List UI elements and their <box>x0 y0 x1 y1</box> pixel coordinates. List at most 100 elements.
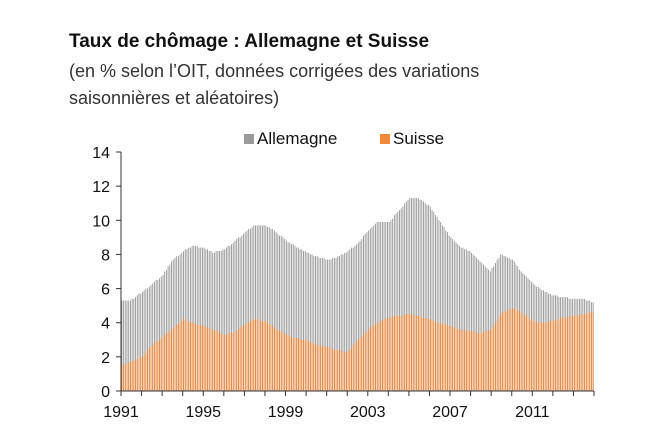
bar-suisse <box>482 331 484 391</box>
bar-allemagne <box>270 228 272 391</box>
bar-suisse <box>349 350 351 391</box>
bar-suisse <box>378 322 380 391</box>
bar-suisse <box>260 321 262 391</box>
bar-allemagne <box>325 259 327 391</box>
bar-allemagne <box>467 251 469 391</box>
bar-suisse <box>532 321 534 391</box>
bar-suisse <box>460 329 462 391</box>
bar-suisse <box>546 322 548 391</box>
bar-allemagne <box>232 242 234 391</box>
bar-allemagne <box>402 206 404 391</box>
bar-allemagne <box>280 235 282 391</box>
bar-allemagne <box>217 251 219 391</box>
bar-allemagne <box>282 237 284 391</box>
bar-allemagne <box>381 221 383 391</box>
y-tick-label: 8 <box>101 247 110 264</box>
bar-suisse <box>431 319 433 391</box>
bar-suisse <box>136 358 138 391</box>
bar-suisse <box>284 332 286 391</box>
bar-allemagne <box>129 300 131 391</box>
bar-allemagne <box>337 256 339 391</box>
bar-suisse <box>162 336 164 391</box>
bar-suisse <box>517 310 519 391</box>
bar-allemagne <box>409 198 411 391</box>
bar-allemagne <box>215 251 217 391</box>
bar-allemagne <box>174 257 176 391</box>
bar-allemagne <box>371 227 373 391</box>
bar-allemagne <box>255 225 256 391</box>
bar-suisse <box>448 326 450 391</box>
legend-swatch-allemagne <box>244 134 254 144</box>
bar-suisse <box>357 339 359 391</box>
bar-allemagne <box>411 198 412 391</box>
bar-allemagne <box>399 210 400 391</box>
bar-allemagne <box>378 221 380 391</box>
bar-suisse <box>212 329 214 391</box>
bar-suisse <box>381 321 383 391</box>
bar-suisse <box>472 331 474 391</box>
bar-suisse <box>513 309 515 391</box>
bar-suisse <box>234 331 236 391</box>
bar-suisse <box>297 338 299 391</box>
bar-suisse <box>590 312 592 391</box>
bar-allemagne <box>470 252 472 391</box>
bar-suisse <box>503 312 505 391</box>
bar-allemagne <box>424 203 426 391</box>
bar-suisse <box>572 315 574 391</box>
bar-allemagne <box>292 244 294 391</box>
bar-suisse <box>387 317 388 391</box>
bar-allemagne <box>472 254 474 391</box>
bar-suisse <box>589 312 591 391</box>
bar-suisse <box>304 339 306 391</box>
bar-suisse <box>582 314 584 391</box>
bar-suisse <box>512 307 514 391</box>
bar-allemagne <box>135 297 137 391</box>
legend-label-suisse: Suisse <box>393 129 444 148</box>
bar-suisse <box>186 321 188 391</box>
bar-suisse <box>347 351 349 391</box>
bar-allemagne <box>345 252 347 391</box>
bar-allemagne <box>172 259 174 391</box>
bar-suisse <box>164 334 166 391</box>
bar-allemagne <box>285 240 287 391</box>
bar-suisse <box>536 321 538 391</box>
bar-suisse <box>135 360 137 391</box>
bar-allemagne <box>272 228 274 391</box>
bar-suisse <box>376 322 378 391</box>
bar-suisse <box>542 322 544 391</box>
bar-suisse <box>301 339 303 391</box>
bar-suisse <box>363 334 364 391</box>
bar-suisse <box>280 331 282 391</box>
bar-allemagne <box>488 269 490 391</box>
bar-allemagne <box>400 208 402 391</box>
bar-allemagne <box>431 210 433 391</box>
bar-suisse <box>501 312 503 391</box>
bar-allemagne <box>169 264 171 391</box>
bar-suisse <box>255 319 256 391</box>
bar-allemagne <box>428 204 430 391</box>
bar-allemagne <box>198 247 200 391</box>
bar-suisse <box>563 317 565 391</box>
bar-suisse <box>241 326 243 391</box>
bar-allemagne <box>455 242 457 391</box>
bar-suisse <box>308 341 310 391</box>
bar-allemagne <box>443 227 445 391</box>
bar-suisse <box>412 314 414 391</box>
bar-suisse <box>169 331 171 391</box>
bar-allemagne <box>220 251 222 391</box>
bar-allemagne <box>476 257 478 391</box>
bar-allemagne <box>375 223 376 391</box>
bar-suisse <box>554 321 556 391</box>
bar-allemagne <box>417 198 419 391</box>
bar-allemagne <box>299 249 301 391</box>
bar-allemagne <box>332 257 334 391</box>
bar-allemagne <box>450 237 452 391</box>
bar-allemagne <box>481 262 483 391</box>
bar-suisse <box>474 331 476 391</box>
bar-allemagne <box>327 259 328 391</box>
bar-suisse <box>275 329 277 391</box>
bar-suisse <box>551 321 553 391</box>
bar-allemagne <box>296 247 298 391</box>
bar-allemagne <box>155 280 157 391</box>
bar-allemagne <box>448 235 450 391</box>
